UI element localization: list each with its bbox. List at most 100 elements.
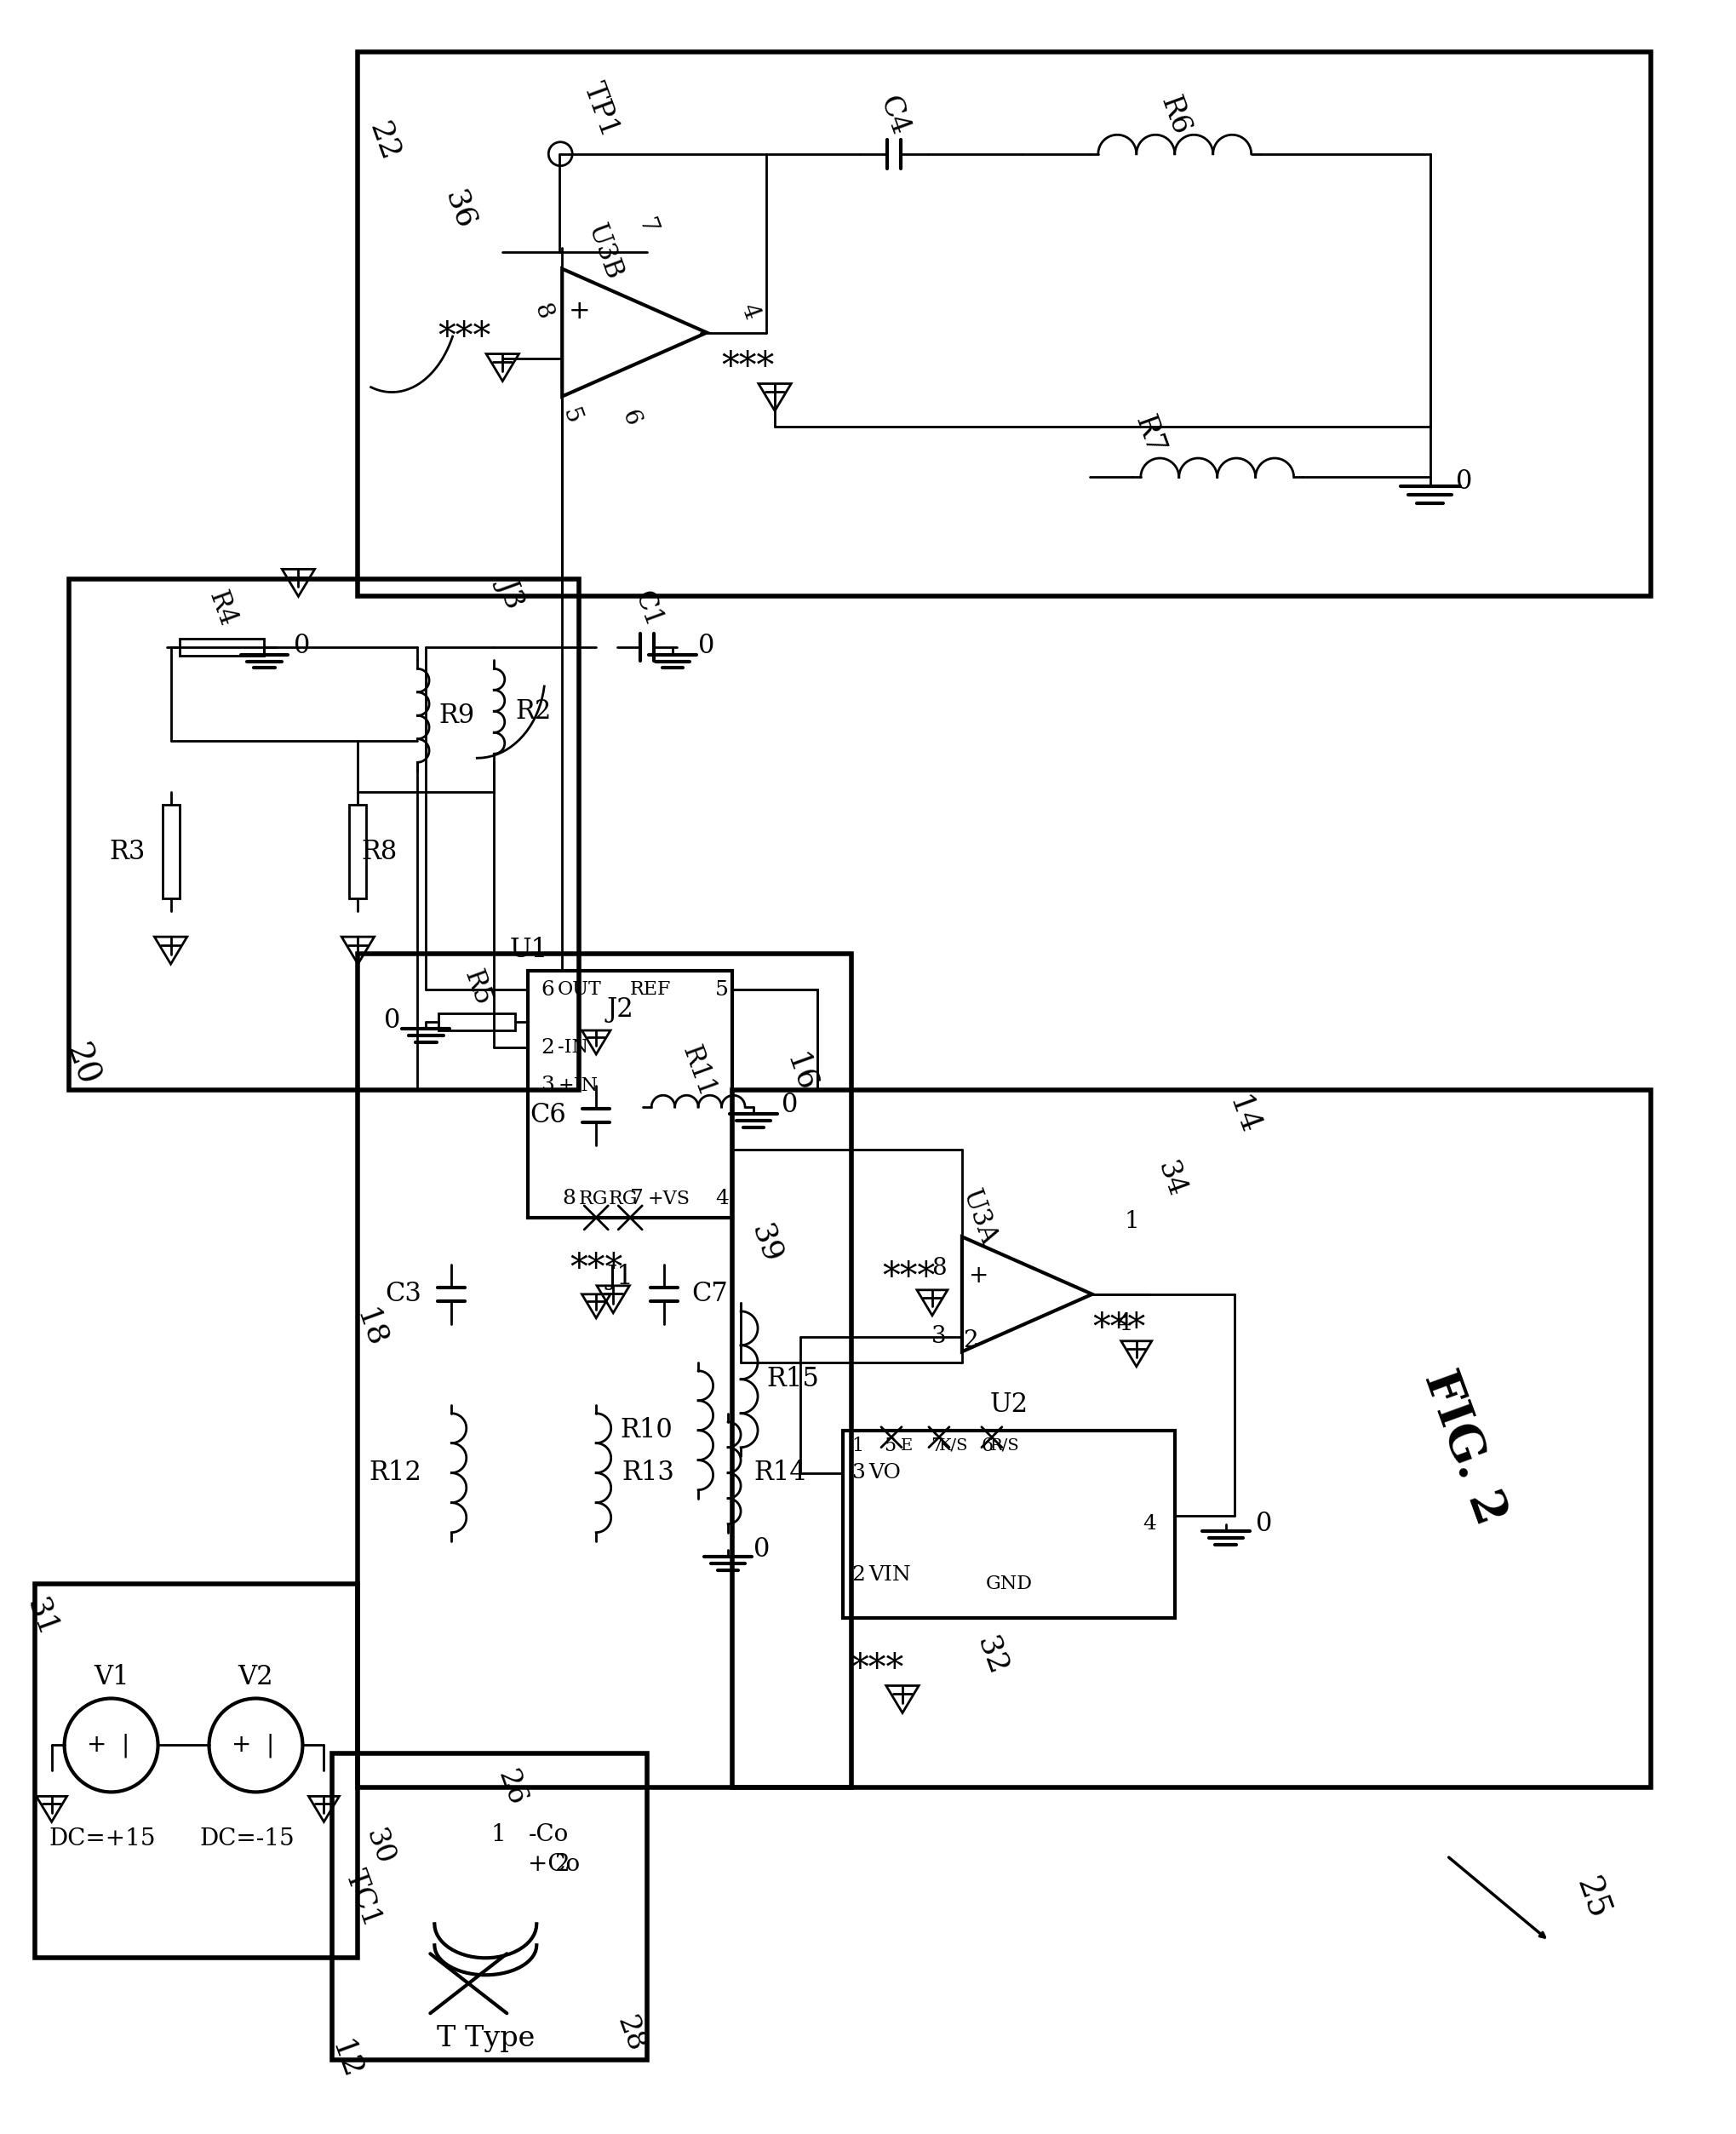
Bar — [349, 805, 366, 898]
Text: 4: 4 — [1116, 1312, 1130, 1336]
Bar — [842, 1430, 1174, 1618]
Text: +Co: +Co — [528, 1852, 580, 1876]
Bar — [528, 971, 733, 1219]
Text: 6: 6 — [540, 980, 554, 999]
Text: C3: C3 — [385, 1280, 422, 1308]
Text: 31: 31 — [21, 1594, 62, 1641]
Text: C6: C6 — [529, 1103, 566, 1129]
Text: 2: 2 — [540, 1037, 554, 1056]
Bar — [733, 1090, 1651, 1788]
Text: R9: R9 — [439, 702, 474, 728]
Bar — [332, 1754, 648, 2059]
Text: R4: R4 — [203, 587, 240, 630]
Text: 34: 34 — [1151, 1159, 1189, 1201]
Text: 0: 0 — [1455, 467, 1472, 495]
Text: 4: 4 — [715, 1189, 729, 1208]
Text: ***: *** — [569, 1251, 623, 1287]
Text: 28: 28 — [611, 2012, 649, 2057]
Text: R13: R13 — [621, 1460, 674, 1485]
Text: 5: 5 — [884, 1436, 896, 1455]
Text: VO: VO — [868, 1464, 901, 1483]
Text: 7: 7 — [630, 1189, 644, 1208]
Text: R/S: R/S — [990, 1438, 1019, 1453]
Text: FIG. 2: FIG. 2 — [1413, 1364, 1512, 1530]
Text: 3: 3 — [540, 1076, 554, 1095]
Text: R2: R2 — [516, 698, 550, 723]
Text: 6: 6 — [616, 408, 644, 429]
Text: |: | — [122, 1733, 128, 1758]
Text: +: + — [87, 1733, 108, 1756]
Bar — [179, 638, 264, 655]
Text: 8: 8 — [562, 1189, 575, 1208]
Text: J2: J2 — [606, 997, 634, 1022]
Text: TC1: TC1 — [339, 1865, 385, 1931]
Text: J3: J3 — [493, 574, 529, 610]
Text: R10: R10 — [620, 1417, 672, 1443]
Text: +VS: +VS — [648, 1189, 689, 1208]
Text: -Co: -Co — [528, 1822, 568, 1846]
Bar — [439, 1014, 516, 1031]
Text: R3: R3 — [109, 839, 146, 864]
Text: R8: R8 — [361, 839, 398, 864]
Bar — [358, 954, 851, 1788]
Text: |: | — [266, 1733, 274, 1758]
Text: 0: 0 — [293, 632, 311, 659]
Text: 4: 4 — [1142, 1515, 1156, 1534]
Text: J1: J1 — [606, 1263, 634, 1291]
Text: U3B: U3B — [582, 220, 627, 284]
Text: C4: C4 — [873, 92, 913, 139]
Text: 2: 2 — [554, 1852, 569, 1876]
Text: R7: R7 — [1128, 412, 1168, 459]
Text: K/S: K/S — [939, 1438, 967, 1453]
Text: +IN: +IN — [557, 1076, 597, 1095]
Text: 20: 20 — [59, 1039, 104, 1090]
Text: T Type: T Type — [436, 2025, 535, 2053]
Text: +: + — [231, 1733, 252, 1756]
Text: 26: 26 — [491, 1767, 529, 1810]
Text: V1: V1 — [94, 1665, 128, 1690]
Text: R14: R14 — [753, 1460, 806, 1485]
Text: C7: C7 — [691, 1280, 727, 1308]
Text: 0: 0 — [1255, 1511, 1271, 1536]
Text: 7: 7 — [930, 1436, 943, 1455]
Text: R11: R11 — [677, 1041, 719, 1101]
Text: ***: *** — [851, 1652, 903, 1686]
Text: +: + — [969, 1263, 988, 1287]
Text: 32: 32 — [970, 1633, 1012, 1679]
Text: DC=+15: DC=+15 — [49, 1827, 156, 1850]
Text: 2: 2 — [851, 1564, 865, 1586]
Text: 8: 8 — [930, 1257, 946, 1280]
Text: 4: 4 — [736, 301, 762, 322]
Text: 12: 12 — [325, 2036, 365, 2083]
Text: 1: 1 — [1125, 1210, 1139, 1233]
Text: 36: 36 — [439, 186, 481, 233]
Text: R12: R12 — [368, 1460, 422, 1485]
Text: 5: 5 — [715, 980, 729, 999]
Text: 0: 0 — [698, 632, 715, 659]
Text: ***: *** — [1092, 1310, 1146, 1347]
Text: 3: 3 — [851, 1464, 865, 1483]
Text: 22: 22 — [363, 117, 403, 164]
Bar — [161, 805, 179, 898]
Text: E: E — [901, 1438, 913, 1453]
Text: REF: REF — [630, 980, 672, 999]
Text: 0: 0 — [753, 1536, 769, 1562]
Text: 3: 3 — [930, 1325, 946, 1349]
Text: 0: 0 — [781, 1093, 799, 1118]
Text: 2: 2 — [962, 1329, 977, 1353]
Bar — [358, 51, 1651, 595]
Text: R15: R15 — [766, 1366, 819, 1394]
Text: 7: 7 — [634, 216, 660, 237]
Text: +: + — [568, 299, 590, 324]
Text: RG: RG — [578, 1189, 608, 1208]
Text: 25: 25 — [1569, 1874, 1613, 1923]
Text: DC=-15: DC=-15 — [200, 1827, 295, 1850]
Text: ***: *** — [720, 348, 774, 384]
Text: 39: 39 — [746, 1221, 786, 1265]
Bar — [69, 580, 578, 1090]
Text: U3A: U3A — [957, 1187, 1000, 1248]
Text: 6: 6 — [981, 1436, 993, 1455]
Text: OUT: OUT — [557, 980, 602, 999]
Text: 1: 1 — [851, 1436, 863, 1455]
Text: R5: R5 — [458, 967, 495, 1009]
